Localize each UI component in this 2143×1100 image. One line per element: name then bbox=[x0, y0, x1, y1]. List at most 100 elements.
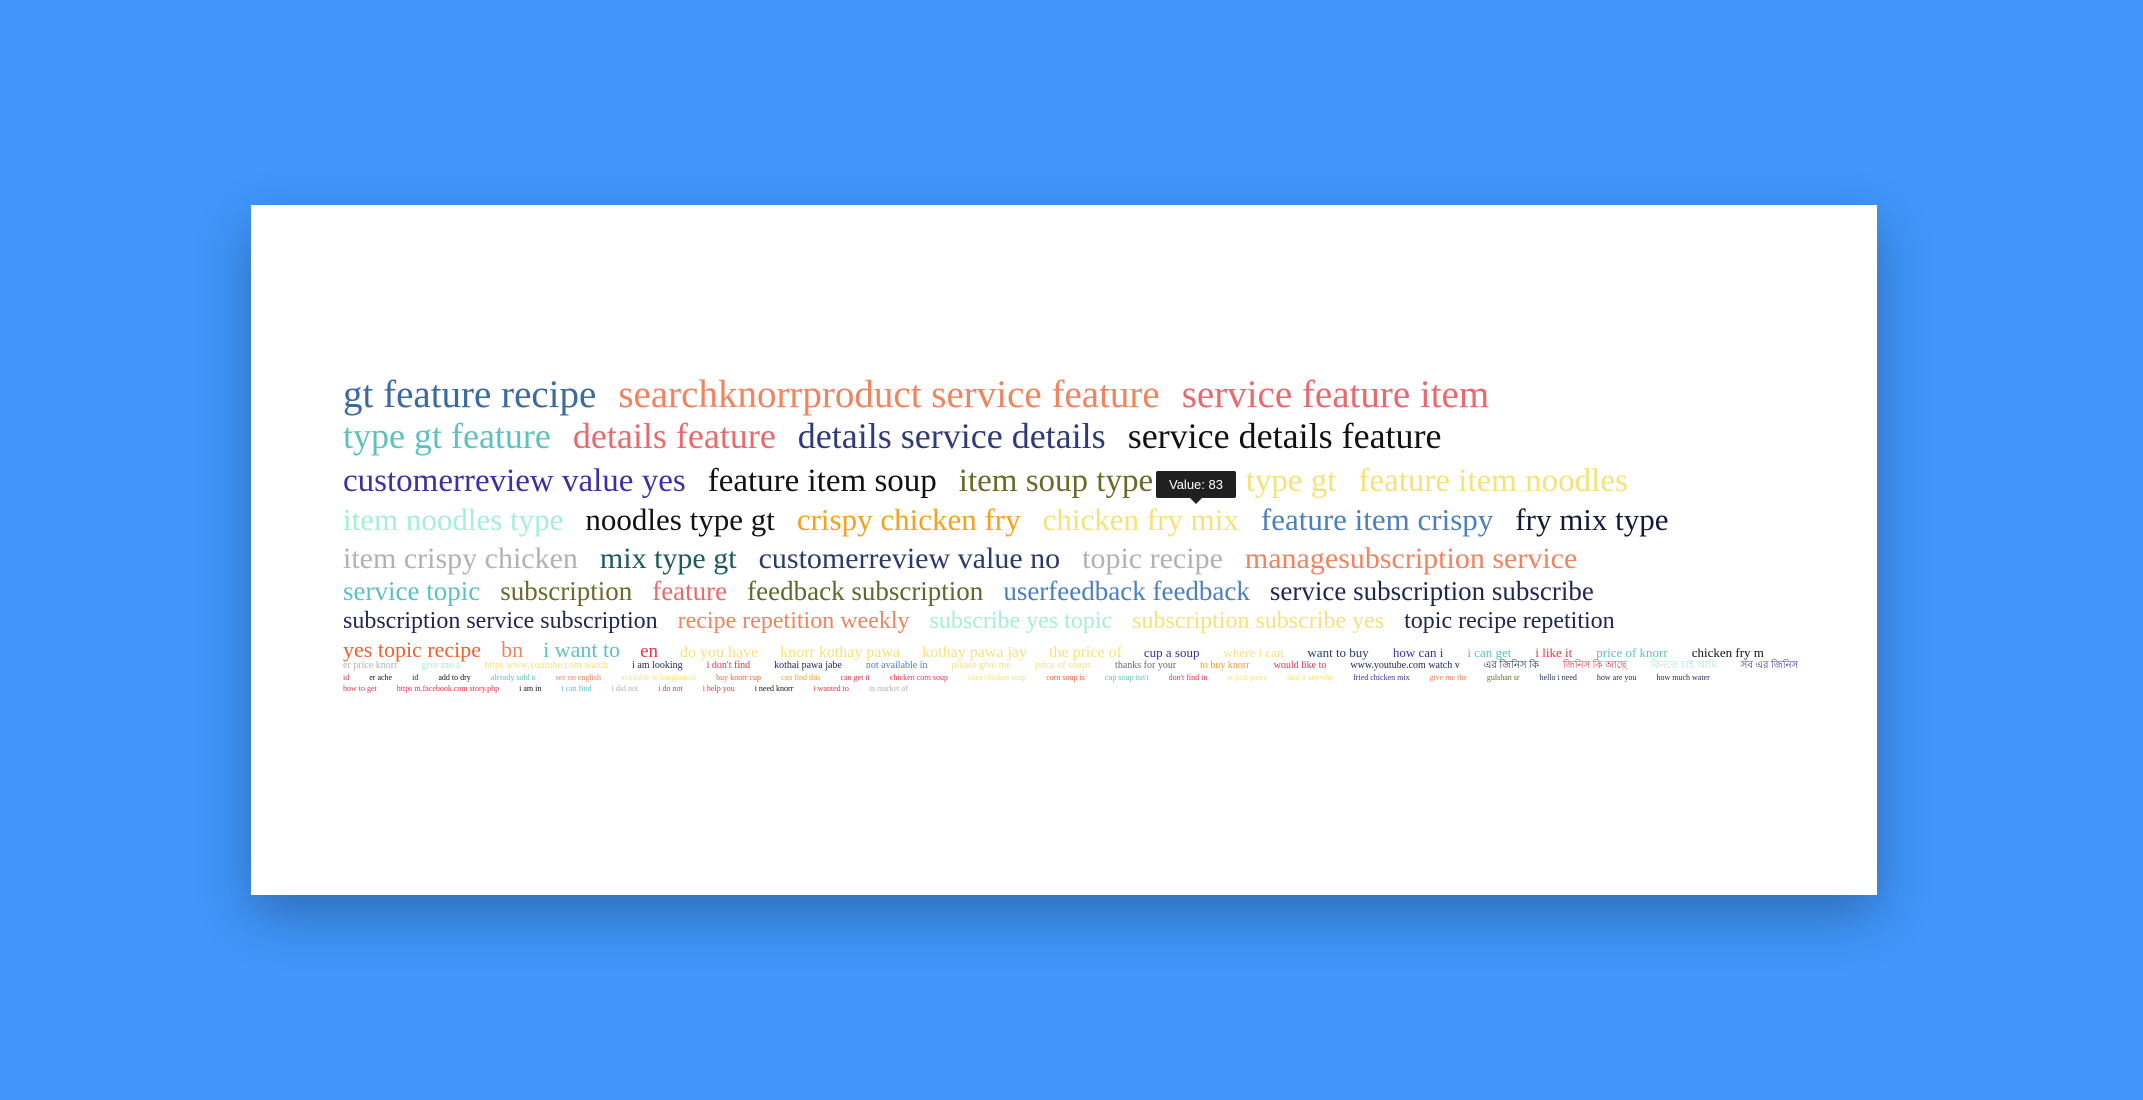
word-cloud-word[interactable]: er ache bbox=[369, 673, 393, 682]
word-cloud-word[interactable]: chicken fry m bbox=[1691, 645, 1764, 660]
word-cloud-word[interactable]: how to get bbox=[343, 684, 377, 693]
word-cloud-word[interactable]: buy knorr cup bbox=[716, 673, 761, 682]
word-cloud-word[interactable]: already sold o bbox=[490, 673, 536, 682]
word-cloud-word[interactable]: item crispy chicken bbox=[343, 542, 578, 575]
word-cloud-word[interactable]: i wanted to bbox=[813, 684, 849, 693]
word-cloud-word[interactable]: item noodles type bbox=[343, 502, 564, 537]
word-cloud-row: customerreview value yes feature item sou… bbox=[343, 465, 1793, 498]
word-cloud-word[interactable]: subscription bbox=[500, 576, 633, 606]
word-cloud-word[interactable]: kothay pawa jay bbox=[922, 644, 1028, 661]
word-cloud-word[interactable]: fry mix type bbox=[1515, 502, 1669, 537]
word-cloud-word[interactable]: cup a soup bbox=[1143, 645, 1200, 660]
word-cloud-word[interactable]: kothai pawa jabe bbox=[774, 660, 842, 671]
word-cloud-word[interactable]: please give me bbox=[951, 660, 1011, 671]
word-cloud-word[interactable]: item soup type bbox=[958, 463, 1154, 499]
word-cloud-word[interactable]: thanks for your bbox=[1115, 660, 1177, 671]
word-cloud-word[interactable]: how much water bbox=[1656, 673, 1710, 682]
word-cloud-word[interactable]: service subscription subscribe bbox=[1269, 576, 1594, 606]
word-cloud-word[interactable]: i like it bbox=[1535, 645, 1573, 660]
word-cloud-word[interactable]: add to dry bbox=[438, 673, 471, 682]
word-cloud-word[interactable]: userfeedback feedback bbox=[1003, 576, 1250, 606]
word-cloud-word[interactable]: en bbox=[640, 641, 658, 662]
word-cloud-word[interactable]: can find this bbox=[780, 673, 821, 682]
word-cloud-word[interactable]: i can get bbox=[1467, 645, 1512, 660]
word-cloud-word[interactable]: yes topic recipe bbox=[343, 637, 482, 662]
word-cloud-word[interactable]: i can find bbox=[561, 684, 592, 693]
word-cloud-word[interactable]: cup soup isn't bbox=[1104, 673, 1149, 682]
word-cloud-word[interactable]: i am looking bbox=[632, 660, 683, 671]
word-cloud-word[interactable]: managesubscription service bbox=[1244, 542, 1578, 575]
word-cloud-word[interactable]: crispy chicken fry bbox=[796, 502, 1021, 537]
word-cloud-word[interactable]: details service details bbox=[797, 416, 1106, 456]
word-cloud-word[interactable]: don't find in bbox=[1168, 673, 1208, 682]
word-cloud-word[interactable]: feature item crispy bbox=[1260, 502, 1494, 537]
word-cloud-word[interactable]: corn chicken soup bbox=[968, 673, 1027, 682]
word-cloud-word[interactable]: feature item soup bbox=[707, 463, 937, 499]
word-cloud-word[interactable]: searchknorrproduct service feature bbox=[618, 373, 1160, 416]
word-cloud-word[interactable]: how are you bbox=[1596, 673, 1637, 682]
word-cloud-word[interactable]: service feature item bbox=[1181, 373, 1490, 416]
word-cloud-word[interactable]: find it anywhe bbox=[1286, 673, 1334, 682]
word-cloud-word[interactable]: do you have bbox=[680, 644, 759, 661]
word-cloud-word[interactable]: id bbox=[343, 673, 350, 682]
word-cloud-word[interactable]: noodles type gt bbox=[585, 502, 775, 537]
word-cloud-word[interactable]: subscription subscribe yes bbox=[1132, 608, 1385, 634]
word-cloud-word[interactable]: i don't find bbox=[706, 660, 751, 671]
word-cloud-word[interactable]: service topic bbox=[343, 576, 481, 606]
word-cloud-word[interactable]: would like to bbox=[1273, 660, 1327, 671]
word-cloud-word[interactable]: er price knorr bbox=[343, 660, 398, 671]
word-cloud-word[interactable]: https m.facebook.com story.php bbox=[396, 684, 500, 693]
word-cloud-word[interactable]: how can i bbox=[1392, 645, 1444, 660]
word-cloud-word[interactable]: feature item noodles bbox=[1358, 463, 1628, 499]
word-cloud-word[interactable]: chicken corn soup bbox=[889, 673, 949, 682]
word-cloud-word[interactable]: where i can bbox=[1223, 645, 1284, 660]
word-cloud-word[interactable]: bn bbox=[501, 637, 524, 662]
word-cloud-word[interactable]: to buy knorr bbox=[1200, 660, 1250, 671]
word-cloud-word[interactable]: mix type gt bbox=[599, 542, 737, 575]
word-cloud-word[interactable]: এর জিনিস কি bbox=[1483, 660, 1539, 671]
word-cloud-word[interactable]: want to buy bbox=[1307, 645, 1369, 660]
word-cloud-word[interactable]: service details feature bbox=[1127, 416, 1442, 456]
word-cloud-word[interactable]: topic recipe repetition bbox=[1404, 608, 1615, 634]
word-cloud-word[interactable]: subscription service subscription bbox=[343, 608, 658, 634]
word-cloud-word[interactable]: id bbox=[412, 673, 419, 682]
word-cloud-word[interactable]: জিনিস কি আছে bbox=[1562, 660, 1627, 671]
word-cloud-word[interactable]: see on english bbox=[555, 673, 601, 682]
word-cloud-word[interactable]: give me a bbox=[421, 660, 461, 671]
word-cloud-word[interactable]: available in bangladesh bbox=[620, 673, 697, 682]
word-cloud-word[interactable]: i am in bbox=[519, 684, 542, 693]
word-cloud-word[interactable]: corn soup is bbox=[1046, 673, 1085, 682]
word-cloud-word[interactable]: সব এর জিনিস bbox=[1740, 660, 1799, 671]
word-cloud-word[interactable]: কিনতে চাই আমি bbox=[1650, 660, 1717, 671]
word-cloud-word[interactable]: knorr kothay pawa bbox=[780, 644, 901, 661]
word-cloud-word[interactable]: customerreview value no bbox=[758, 542, 1061, 575]
word-cloud-word[interactable]: feature bbox=[652, 576, 728, 606]
word-cloud-word[interactable]: type gt feature bbox=[343, 416, 551, 456]
word-cloud-word[interactable]: fried chicken mix bbox=[1353, 673, 1410, 682]
word-cloud-word[interactable]: hello i need bbox=[1539, 673, 1577, 682]
word-cloud-word[interactable]: chicken fry mix bbox=[1042, 502, 1239, 537]
word-cloud-word[interactable]: topic recipe bbox=[1082, 542, 1223, 575]
word-cloud-word[interactable]: er jodi pawa bbox=[1227, 673, 1267, 682]
word-cloud-word[interactable]: can get it bbox=[840, 673, 870, 682]
word-cloud-word[interactable]: in market of bbox=[868, 684, 909, 693]
word-cloud-word[interactable]: subscribe yes topic bbox=[929, 608, 1113, 634]
word-cloud-word[interactable]: i did not bbox=[611, 684, 639, 693]
word-cloud-word[interactable]: price of soups bbox=[1034, 660, 1092, 671]
word-cloud-word[interactable]: feedback subscription bbox=[747, 576, 984, 606]
word-cloud-word[interactable]: i do not bbox=[658, 684, 683, 693]
word-cloud-word[interactable]: give me the bbox=[1429, 673, 1467, 682]
word-cloud-word[interactable]: www.youtube.com watch v bbox=[1350, 660, 1460, 671]
word-cloud-word[interactable]: recipe repetition weekly bbox=[677, 608, 910, 634]
word-cloud-word[interactable]: details feature bbox=[572, 416, 776, 456]
word-cloud-word[interactable]: not available in bbox=[865, 660, 928, 671]
word-cloud-word[interactable]: i need knorr bbox=[754, 684, 794, 693]
word-cloud-word[interactable]: price of knorr bbox=[1596, 645, 1668, 660]
word-cloud-word[interactable]: i help you bbox=[702, 684, 735, 693]
word-cloud-word[interactable]: gt feature recipe bbox=[343, 373, 597, 416]
word-cloud-word[interactable]: the price of bbox=[1049, 644, 1122, 661]
word-cloud-word[interactable]: customerreview value yes bbox=[343, 463, 686, 499]
word-cloud-word[interactable]: gulshan sr bbox=[1486, 673, 1520, 682]
word-cloud-word[interactable]: https www.youtube.com watch bbox=[484, 660, 609, 671]
word-cloud-word[interactable]: i want to bbox=[543, 637, 621, 662]
